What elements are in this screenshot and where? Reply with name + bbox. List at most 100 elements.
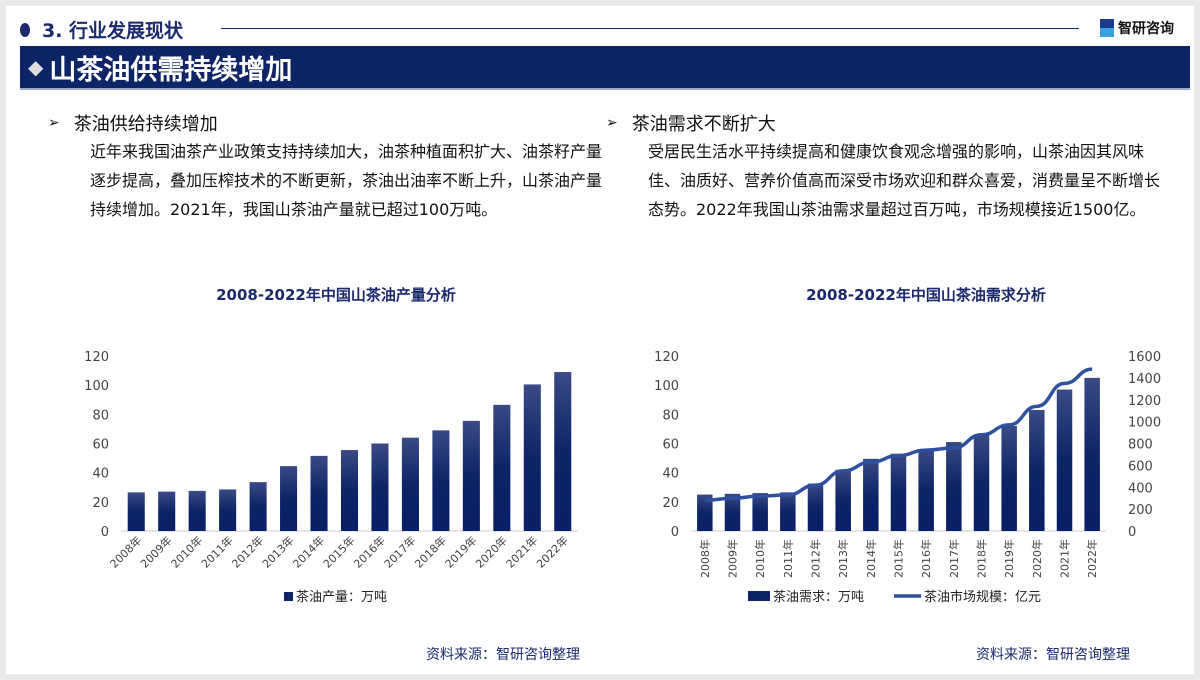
y2-tick-label: 1200 bbox=[1128, 394, 1161, 409]
divider bbox=[221, 28, 1079, 29]
x-tick-label: 2013年 bbox=[836, 539, 850, 578]
diamond-icon: ◆ bbox=[28, 55, 44, 79]
bar bbox=[432, 430, 450, 531]
y2-tick-label: 800 bbox=[1128, 438, 1153, 453]
bar bbox=[973, 434, 990, 531]
bar bbox=[697, 494, 713, 531]
bar bbox=[219, 489, 237, 531]
bar bbox=[371, 443, 389, 531]
bar bbox=[401, 437, 419, 531]
x-tick-label: 2012年 bbox=[809, 539, 823, 578]
bar bbox=[188, 490, 206, 531]
bar bbox=[807, 483, 824, 531]
chart1-title: 2008-2022年中国山茶油产量分析 bbox=[216, 286, 456, 304]
x-tick-label: 2018年 bbox=[412, 533, 449, 570]
banner-title: 山茶油供需持续增加 bbox=[49, 54, 293, 86]
bar bbox=[127, 492, 145, 531]
legend-label: 茶油产量：万吨 bbox=[296, 589, 387, 605]
y-tick-label: 80 bbox=[662, 408, 679, 423]
y-tick-label: 80 bbox=[92, 408, 109, 423]
chart2-title: 2008-2022年中国山茶油需求分析 bbox=[806, 286, 1046, 304]
y-tick-label: 40 bbox=[662, 467, 679, 482]
bar bbox=[780, 492, 796, 531]
x-tick-label: 2020年 bbox=[1030, 539, 1044, 578]
bar bbox=[249, 482, 267, 531]
logo-icon bbox=[1100, 19, 1114, 37]
y-tick-label: 40 bbox=[92, 467, 109, 482]
x-tick-label: 2017年 bbox=[381, 533, 418, 570]
bar bbox=[280, 466, 298, 531]
y2-tick-label: 1400 bbox=[1128, 372, 1161, 387]
bar bbox=[890, 453, 907, 531]
bar bbox=[1056, 389, 1073, 531]
chart2: 0 20 40 60 80 100 120 2008年 2009年 2010年 2011年 2012年… bbox=[654, 350, 1161, 605]
legend-label: 茶油需求：万吨 bbox=[773, 589, 864, 605]
left-paragraph: 近年来我国油茶产业政策支持持续加大，油茶种植面积扩大、油茶籽产量逐步提高，叠加压… bbox=[90, 142, 603, 219]
x-tick-label: 2009年 bbox=[726, 539, 740, 578]
legend-swatch bbox=[284, 592, 293, 601]
y-tick-label: 100 bbox=[654, 379, 679, 394]
y-tick-label: 0 bbox=[671, 525, 679, 540]
bar bbox=[946, 442, 962, 531]
x-tick-label: 2018年 bbox=[975, 539, 989, 578]
y-tick-label: 100 bbox=[84, 379, 109, 394]
y-tick-label: 20 bbox=[92, 496, 109, 511]
y-tick-label: 60 bbox=[662, 438, 679, 453]
market-size-line bbox=[704, 367, 1093, 503]
bar bbox=[918, 449, 934, 531]
x-tick-label: 2014年 bbox=[290, 533, 327, 570]
x-tick-label: 2019年 bbox=[442, 533, 479, 570]
x-tick-label: 2010年 bbox=[753, 539, 767, 578]
bar bbox=[158, 491, 176, 531]
x-tick-label: 2011年 bbox=[781, 539, 795, 578]
y2-tick-label: 200 bbox=[1128, 503, 1153, 518]
y-tick-label: 120 bbox=[654, 350, 679, 365]
x-tick-label: 2008年 bbox=[107, 533, 144, 570]
arrow-icon: ➢ bbox=[48, 115, 60, 131]
bar bbox=[554, 372, 572, 531]
bar bbox=[1001, 426, 1017, 531]
x-tick-label: 2022年 bbox=[1085, 539, 1099, 578]
left-heading-text: 茶油供给持续增加 bbox=[73, 114, 218, 135]
bar bbox=[752, 493, 768, 531]
x-tick-label: 2009年 bbox=[137, 533, 174, 570]
y-tick-label: 20 bbox=[662, 496, 679, 511]
legend-label: 茶油市场规模：亿元 bbox=[924, 589, 1041, 605]
bar bbox=[340, 450, 359, 531]
x-tick-label: 2020年 bbox=[472, 533, 509, 570]
y2-tick-label: 1600 bbox=[1128, 350, 1161, 365]
x-tick-label: 2015年 bbox=[892, 539, 906, 578]
x-tick-label: 2008年 bbox=[698, 539, 712, 578]
y2-tick-label: 600 bbox=[1128, 459, 1153, 474]
y2-tick-label: 0 bbox=[1128, 525, 1136, 540]
right-heading: ➢ 茶油需求不断扩大 bbox=[606, 110, 776, 136]
x-tick-label: 2011年 bbox=[198, 533, 235, 570]
bar bbox=[462, 420, 480, 531]
banner: ◆ 山茶油供需持续增加 bbox=[20, 46, 1190, 90]
x-tick-label: 2012年 bbox=[229, 533, 266, 570]
right-source: 资料来源：智研咨询整理 bbox=[976, 647, 1130, 663]
bar bbox=[724, 493, 741, 531]
x-tick-label: 2016年 bbox=[351, 533, 388, 570]
bar bbox=[1029, 409, 1045, 531]
x-tick-label: 2019年 bbox=[1002, 539, 1016, 578]
y2-tick-label: 1000 bbox=[1128, 416, 1161, 431]
y-tick-label: 60 bbox=[92, 438, 109, 453]
x-tick-label: 2010年 bbox=[168, 533, 205, 570]
arrow-icon: ➢ bbox=[606, 115, 618, 131]
bar bbox=[493, 404, 511, 531]
bullet-dot-icon bbox=[20, 22, 30, 37]
logo: 智研咨询 bbox=[1100, 18, 1174, 38]
logo-text: 智研咨询 bbox=[1118, 21, 1174, 37]
y2-tick-label: 400 bbox=[1128, 481, 1153, 496]
y-tick-label: 120 bbox=[84, 350, 109, 365]
left-heading: ➢ 茶油供给持续增加 bbox=[48, 110, 218, 136]
x-tick-label: 2017年 bbox=[947, 539, 961, 578]
x-tick-label: 2014年 bbox=[864, 539, 878, 578]
x-tick-label: 2021年 bbox=[503, 533, 540, 570]
x-tick-label: 2021年 bbox=[1058, 539, 1072, 578]
bar bbox=[1084, 377, 1100, 531]
right-heading-text: 茶油需求不断扩大 bbox=[631, 114, 776, 135]
bar bbox=[863, 458, 879, 531]
bar bbox=[835, 469, 851, 531]
